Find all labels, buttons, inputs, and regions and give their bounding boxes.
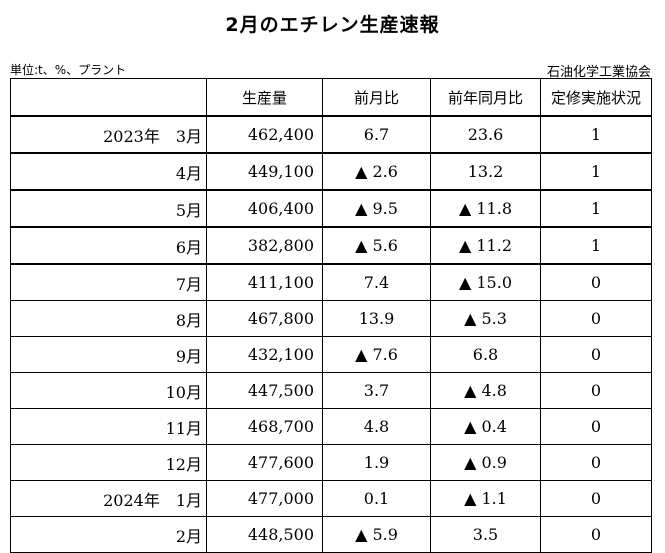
mom-cell: 13.9 (322, 300, 431, 337)
yoy-cell: ▲ 15.0 (430, 263, 541, 301)
mom-cell: 3.7 (322, 372, 431, 409)
mom-cell: 7.4 (322, 263, 431, 301)
table-row: 5月 406,400 ▲ 9.5 ▲ 11.8 1 (10, 189, 652, 228)
production-cell: 382,800 (206, 226, 323, 265)
page-title: 2月のエチレン生産速報 (225, 14, 440, 36)
table-row: 2023年 3月 462,400 6.7 23.6 1 (10, 115, 652, 154)
period-cell: 8月 (10, 300, 207, 337)
unit-note: 単位:t、%、プラント (10, 63, 127, 77)
period-cell: 7月 (10, 263, 207, 301)
table-row: 2月 448,500 ▲ 5.9 3.5 0 (10, 516, 652, 553)
maintenance-cell: 0 (540, 480, 652, 517)
maintenance-cell: 0 (540, 263, 652, 301)
period-cell: 11月 (10, 408, 207, 445)
mom-cell: ▲ 5.9 (322, 516, 431, 553)
production-cell: 406,400 (206, 189, 323, 228)
yoy-cell: ▲ 11.2 (430, 226, 541, 265)
header-period (10, 78, 207, 117)
table-row: 6月 382,800 ▲ 5.6 ▲ 11.2 1 (10, 226, 652, 265)
maintenance-cell: 0 (540, 516, 652, 553)
production-cell: 449,100 (206, 152, 323, 191)
production-cell: 477,000 (206, 480, 323, 517)
table-row: 10月 447,500 3.7 ▲ 4.8 0 (10, 372, 652, 409)
maintenance-cell: 0 (540, 336, 652, 373)
maintenance-cell: 0 (540, 372, 652, 409)
maintenance-cell: 0 (540, 444, 652, 481)
maintenance-cell: 0 (540, 300, 652, 337)
production-cell: 411,100 (206, 263, 323, 301)
ethylene-production-table: 生産量 前月比 前年同月比 定修実施状況 2023年 3月 462,400 6.7 2… (10, 78, 652, 553)
mom-cell: ▲ 2.6 (322, 152, 431, 191)
header-production: 生産量 (206, 78, 323, 117)
yoy-cell: ▲ 1.1 (430, 480, 541, 517)
table-row: 2024年 1月 477,000 0.1 ▲ 1.1 0 (10, 480, 652, 517)
mom-cell: 4.8 (322, 408, 431, 445)
yoy-cell: ▲ 4.8 (430, 372, 541, 409)
maintenance-cell: 1 (540, 115, 652, 154)
mom-cell: 1.9 (322, 444, 431, 481)
production-cell: 477,600 (206, 444, 323, 481)
maintenance-cell: 1 (540, 226, 652, 265)
mom-cell: ▲ 9.5 (322, 189, 431, 228)
period-cell: 12月 (10, 444, 207, 481)
yoy-cell: ▲ 0.4 (430, 408, 541, 445)
period-cell: 6月 (10, 226, 207, 265)
period-cell: 2023年 3月 (10, 115, 207, 154)
source-label: 石油化学工業協会 (546, 65, 651, 80)
table-body: 2023年 3月 462,400 6.7 23.6 1 4月 449,100 ▲ 2.6 13.… (10, 115, 652, 553)
maintenance-cell: 1 (540, 152, 652, 191)
production-cell: 447,500 (206, 372, 323, 409)
period-cell: 9月 (10, 336, 207, 373)
mom-cell: ▲ 7.6 (322, 336, 431, 373)
maintenance-cell: 0 (540, 408, 652, 445)
table-row: 9月 432,100 ▲ 7.6 6.8 0 (10, 336, 652, 373)
yoy-cell: 13.2 (430, 152, 541, 191)
maintenance-cell: 1 (540, 189, 652, 228)
header-maintenance: 定修実施状況 (540, 78, 652, 117)
production-cell: 432,100 (206, 336, 323, 373)
yoy-cell: ▲ 0.9 (430, 444, 541, 481)
table-row: 12月 477,600 1.9 ▲ 0.9 0 (10, 444, 652, 481)
production-cell: 462,400 (206, 115, 323, 154)
period-cell: 4月 (10, 152, 207, 191)
period-cell: 2024年 1月 (10, 480, 207, 517)
period-cell: 10月 (10, 372, 207, 409)
production-cell: 448,500 (206, 516, 323, 553)
mom-cell: 0.1 (322, 480, 431, 517)
table-row: 8月 467,800 13.9 ▲ 5.3 0 (10, 300, 652, 337)
table-row: 4月 449,100 ▲ 2.6 13.2 1 (10, 152, 652, 191)
yoy-cell: ▲ 5.3 (430, 300, 541, 337)
table-row: 11月 468,700 4.8 ▲ 0.4 0 (10, 408, 652, 445)
mom-cell: ▲ 5.6 (322, 226, 431, 265)
yoy-cell: 3.5 (430, 516, 541, 553)
period-cell: 5月 (10, 189, 207, 228)
production-cell: 467,800 (206, 300, 323, 337)
mom-cell: 6.7 (322, 115, 431, 154)
production-cell: 468,700 (206, 408, 323, 445)
header-row: 生産量 前月比 前年同月比 定修実施状況 (10, 78, 652, 117)
yoy-cell: ▲ 11.8 (430, 189, 541, 228)
header-yoy: 前年同月比 (430, 78, 541, 117)
yoy-cell: 6.8 (430, 336, 541, 373)
table-row: 7月 411,100 7.4 ▲ 15.0 0 (10, 263, 652, 301)
period-cell: 2月 (10, 516, 207, 553)
yoy-cell: 23.6 (430, 115, 541, 154)
header-mom: 前月比 (322, 78, 431, 117)
